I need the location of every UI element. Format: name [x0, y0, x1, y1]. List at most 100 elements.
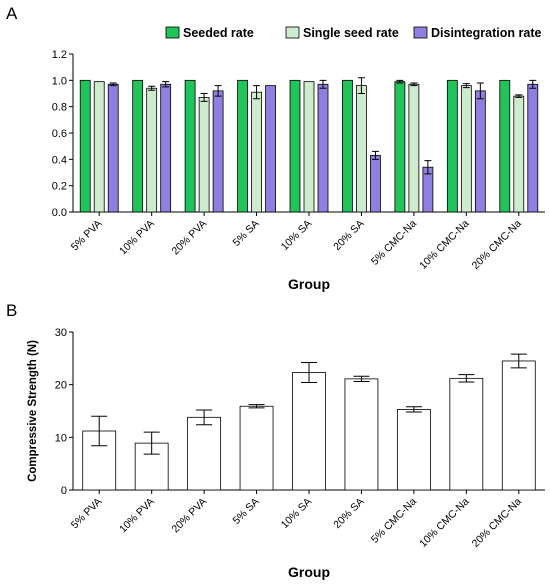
- chart-b-category-label: 20% PVA: [170, 496, 210, 536]
- chart-b-bar-value-5pct-cmc-na: [396, 409, 431, 491]
- chart-a-bar-seeded-rate-10pct-sa: [289, 79, 301, 213]
- chart-b-category-label: 10% SA: [279, 496, 314, 531]
- legend-label-seeded-rate: Seeded rate: [183, 26, 254, 40]
- chart-a-error-bar-disintegration-rate-10pct-cmc-na: [476, 82, 484, 100]
- chart-a-category-label: 5% SA: [230, 218, 261, 249]
- legend-label-disintegration-rate: Disintegration rate: [431, 26, 541, 40]
- chart-b-error-bar-value-5pct-sa: [248, 404, 265, 409]
- chart-a-bar-single-seed-rate-20pct-sa: [356, 85, 367, 213]
- chart-b-category-label: 10% PVA: [117, 496, 157, 536]
- chart-b-category-label: 20% SA: [331, 496, 366, 531]
- chart-a-x-axis-title: Group: [288, 276, 330, 292]
- chart-a-error-bar-disintegration-rate-10pct-sa: [319, 79, 327, 89]
- chart-a-bar-single-seed-rate-10pct-pva: [146, 87, 158, 213]
- chart-b-category-label: 10% CMC-Na: [417, 496, 471, 550]
- panel-label-b: B: [6, 301, 17, 320]
- chart-b-error-bar-value-5pct-pva: [91, 415, 108, 447]
- chart-a-bar-disintegration-rate-20pct-cmc-na: [527, 83, 539, 213]
- chart-a-error-bar-single-seed-rate-20pct-sa: [357, 77, 365, 94]
- chart-a-y-tick-label: 1.2: [52, 49, 67, 61]
- chart-a-y-tick-label: 0.4: [52, 154, 67, 166]
- chart-a-category-label: 20% PVA: [170, 218, 210, 258]
- chart-a-bar-seeded-rate-10pct-cmc-na: [446, 79, 458, 213]
- chart-a-y-tick-label: 0.2: [52, 181, 67, 193]
- chart-a-error-bar-disintegration-rate-20pct-sa: [371, 150, 379, 160]
- legend-swatch-disintegration-rate: [413, 26, 428, 39]
- chart-b-y-tick-label: 10: [55, 432, 67, 444]
- chart-b-category-label: 5% PVA: [69, 496, 105, 532]
- chart-a-bar-seeded-rate-5pct-sa: [237, 79, 248, 213]
- chart-b-error-bar-value-10pct-cmc-na: [458, 374, 475, 383]
- chart-a-bar-seeded-rate-20pct-pva: [184, 79, 196, 213]
- chart-b-category-label: 20% CMC-Na: [470, 496, 524, 550]
- chart-b-category-label: 5% SA: [230, 496, 261, 527]
- chart-a-error-bar-single-seed-rate-5pct-sa: [253, 85, 261, 100]
- chart-a-error-bar-single-seed-rate-10pct-cmc-na: [462, 83, 470, 89]
- legend-swatch-single-seed-rate: [285, 26, 300, 39]
- chart-a-bar-disintegration-rate-10pct-cmc-na: [474, 90, 486, 213]
- chart-a-error-bar-disintegration-rate-10pct-pva: [162, 81, 170, 88]
- chart-a-bar-single-seed-rate-5pct-cmc-na: [408, 83, 420, 213]
- chart-b-error-bar-value-5pct-cmc-na: [405, 406, 422, 413]
- chart-b-bar-value-20pct-cmc-na: [501, 360, 536, 491]
- chart-a-error-bar-disintegration-rate-20pct-cmc-na: [529, 79, 537, 89]
- chart-a-category-label: 5% CMC-Na: [369, 218, 419, 268]
- chart-b-bar-value-10pct-cmc-na: [449, 377, 484, 491]
- chart-a-bar-seeded-rate-5pct-cmc-na: [394, 81, 406, 213]
- chart-a-category-label: 20% SA: [331, 218, 366, 253]
- chart-a-bar-seeded-rate-10pct-pva: [132, 79, 144, 213]
- chart-a-category-label: 10% PVA: [117, 218, 157, 258]
- chart-a-bar-single-seed-rate-10pct-sa: [303, 81, 315, 213]
- chart-b-y-axis-title: Compressive Strength (N): [27, 340, 39, 482]
- chart-b-bar-value-5pct-sa: [239, 405, 274, 491]
- chart-a-y-tick-label: 0.6: [52, 128, 67, 140]
- chart-a-category-label: 10% CMC-Na: [417, 218, 471, 272]
- chart-b-y-tick-label: 0: [61, 485, 67, 497]
- panel-label-a: A: [6, 4, 18, 23]
- chart-b-error-bar-value-10pct-sa: [301, 362, 317, 384]
- chart-a-bar-disintegration-rate-5pct-pva: [107, 83, 119, 213]
- legend-swatch-seeded-rate: [165, 26, 180, 39]
- chart-b-error-bar-value-20pct-cmc-na: [510, 353, 527, 369]
- chart-a-error-bar-single-seed-rate-20pct-pva: [200, 93, 208, 102]
- chart-a-bar-single-seed-rate-10pct-cmc-na: [460, 85, 472, 213]
- legend-label-single-seed-rate: Single seed rate: [303, 26, 399, 40]
- chart-a-bar-disintegration-rate-10pct-pva: [160, 83, 172, 213]
- chart-b-error-bar-value-20pct-pva: [196, 409, 213, 426]
- chart-b-error-bar-value-20pct-sa: [353, 375, 370, 383]
- chart-a-error-bar-single-seed-rate-20pct-cmc-na: [515, 94, 523, 98]
- chart-a-category-label: 20% CMC-Na: [470, 218, 524, 272]
- chart-a-error-bar-disintegration-rate-5pct-pva: [109, 82, 117, 87]
- chart-b-y-tick-label: 30: [55, 327, 67, 339]
- chart-b-bar-value-20pct-sa: [344, 378, 379, 491]
- chart-a-bar-disintegration-rate-20pct-sa: [370, 154, 381, 213]
- chart-a-category-label: 10% SA: [279, 218, 314, 253]
- chart-a-category-label: 5% PVA: [69, 218, 105, 254]
- chart-b-bar-value-20pct-pva: [187, 416, 222, 491]
- chart-a-bar-disintegration-rate-20pct-pva: [212, 90, 224, 213]
- chart-a-bar-single-seed-rate-20pct-cmc-na: [513, 95, 525, 213]
- chart-a-bar-seeded-rate-20pct-sa: [342, 79, 353, 213]
- chart-a-error-bar-disintegration-rate-5pct-cmc-na: [424, 160, 432, 175]
- chart-a-bar-single-seed-rate-5pct-sa: [251, 91, 262, 213]
- chart-a-bar-seeded-rate-20pct-cmc-na: [499, 79, 511, 213]
- chart-b-category-label: 5% CMC-Na: [369, 496, 419, 546]
- chart-a-error-bar-single-seed-rate-10pct-pva: [148, 85, 156, 91]
- chart-a-y-tick-label: 0.0: [52, 207, 67, 219]
- chart-a-bar-single-seed-rate-20pct-pva: [198, 97, 210, 213]
- chart-b-x-axis-title: Group: [288, 564, 330, 580]
- chart-b: 0 10 20 30 5% PVA 10% PVA 20% PVA 5% SA 10% SA 20…: [27, 327, 545, 580]
- chart-a-bar-single-seed-rate-5pct-pva: [93, 81, 105, 213]
- chart-b-error-bar-value-10pct-pva: [143, 431, 160, 455]
- chart-b-bar-value-10pct-sa: [292, 372, 326, 491]
- chart-a-error-bar-disintegration-rate-20pct-pva: [214, 85, 222, 97]
- chart-a-error-bar-seeded-rate-5pct-cmc-na: [396, 79, 404, 84]
- chart-a-y-tick-label: 1.0: [52, 75, 67, 87]
- chart-b-y-tick-label: 20: [55, 380, 67, 392]
- chart-a-y-tick-label: 0.8: [52, 102, 67, 114]
- chart-a-bar-disintegration-rate-5pct-sa: [265, 85, 276, 213]
- chart-a: 0.0 0.2 0.4 0.6 0.8 1.0 1.2 5% PVA 10% PVA 20% PV…: [52, 26, 545, 292]
- chart-a-bar-disintegration-rate-10pct-sa: [317, 83, 329, 213]
- chart-a-error-bar-single-seed-rate-5pct-cmc-na: [410, 82, 418, 87]
